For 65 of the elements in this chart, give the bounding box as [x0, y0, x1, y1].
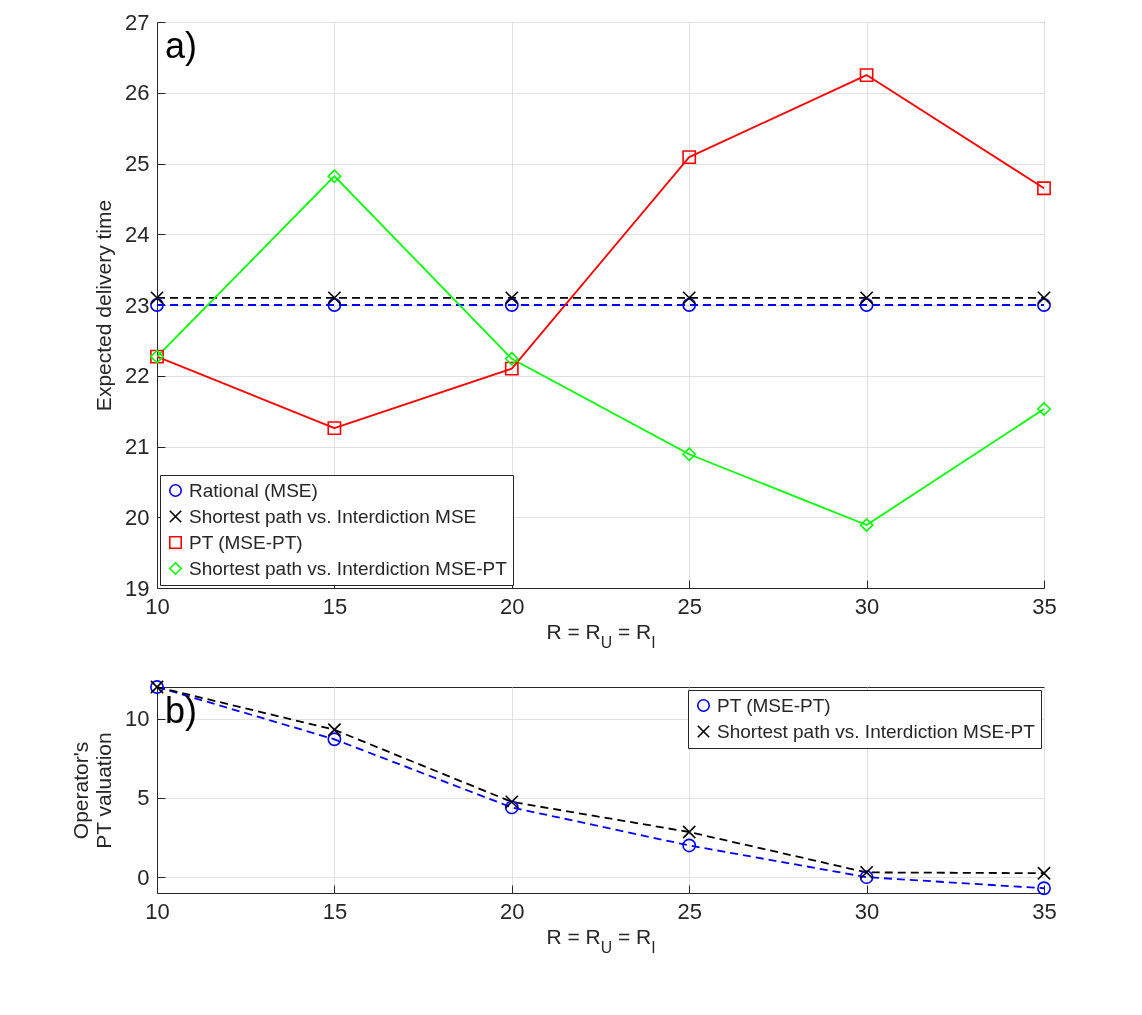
point	[682, 838, 697, 853]
y-tick-label: 27	[125, 9, 150, 35]
x-tick-label: 20	[500, 593, 525, 619]
x-tick-label: 30	[854, 593, 880, 619]
point	[150, 291, 164, 305]
point	[327, 732, 342, 747]
x-axis-title: R = R$_{U}$ = R$_{I}$	[546, 619, 656, 650]
x-tick-label: 35	[1032, 593, 1057, 619]
point	[859, 870, 874, 885]
point	[327, 298, 342, 312]
x-tick-label: 25	[677, 593, 702, 619]
point	[859, 865, 874, 880]
y-tick-label: 25	[125, 151, 150, 176]
legend-label: Shortest path vs. Interdiction MSE-PT	[717, 720, 1036, 742]
y-tick-label: 26	[125, 80, 150, 106]
point	[682, 291, 697, 305]
x-tick-label: 25	[677, 898, 702, 924]
point	[504, 794, 519, 809]
x-tick-label: 20	[500, 898, 525, 924]
point	[327, 722, 342, 737]
legend-label: Shortest path vs. Interdiction MSE-PT	[189, 557, 508, 579]
point	[859, 68, 874, 82]
point	[504, 298, 519, 312]
point	[1037, 298, 1051, 312]
y-tick-label: 23	[125, 292, 150, 318]
x-axis-title: R = R$_{U}$ = R$_{I}$	[546, 924, 656, 955]
y-tick-label: 24	[125, 221, 150, 247]
x-tick-label: 15	[322, 898, 348, 924]
y-tick-label: 20	[125, 504, 150, 530]
point	[504, 351, 519, 366]
point	[327, 291, 342, 305]
point	[859, 518, 874, 532]
y-axis-title: Expected delivery time	[92, 199, 116, 412]
point	[682, 447, 697, 462]
y-tick-label: 19	[125, 575, 150, 601]
x-tick-label: 35	[1032, 898, 1057, 924]
point	[1037, 866, 1051, 881]
point	[504, 361, 519, 376]
y-tick-label: 10	[125, 706, 150, 732]
y-tick-label: 22	[125, 363, 150, 389]
point	[327, 169, 342, 184]
legend-label: Rational (MSE)	[189, 479, 318, 501]
point	[682, 825, 697, 839]
point	[1037, 402, 1051, 416]
point	[859, 298, 874, 312]
x-tick-label: 30	[854, 898, 880, 924]
point	[504, 291, 519, 305]
y-tick-label: 21	[125, 434, 150, 459]
legend-label: PT (MSE-PT)	[189, 531, 303, 553]
annotation: a)	[165, 25, 198, 66]
point	[859, 291, 874, 305]
point	[1037, 291, 1051, 305]
y-tick-label: 0	[137, 864, 150, 890]
point	[1037, 181, 1051, 196]
point	[682, 150, 697, 165]
legend-label: Shortest path vs. Interdiction MSE	[189, 505, 477, 527]
point	[327, 421, 342, 436]
y-tick-label: 5	[137, 785, 150, 811]
x-tick-label: 15	[322, 593, 348, 619]
legend-label: PT (MSE-PT)	[717, 694, 831, 716]
annotation: b)	[165, 690, 198, 731]
point	[682, 298, 697, 312]
point	[150, 298, 164, 312]
point	[504, 800, 519, 815]
y-axis-title: Operator's PT valuation	[69, 732, 116, 849]
